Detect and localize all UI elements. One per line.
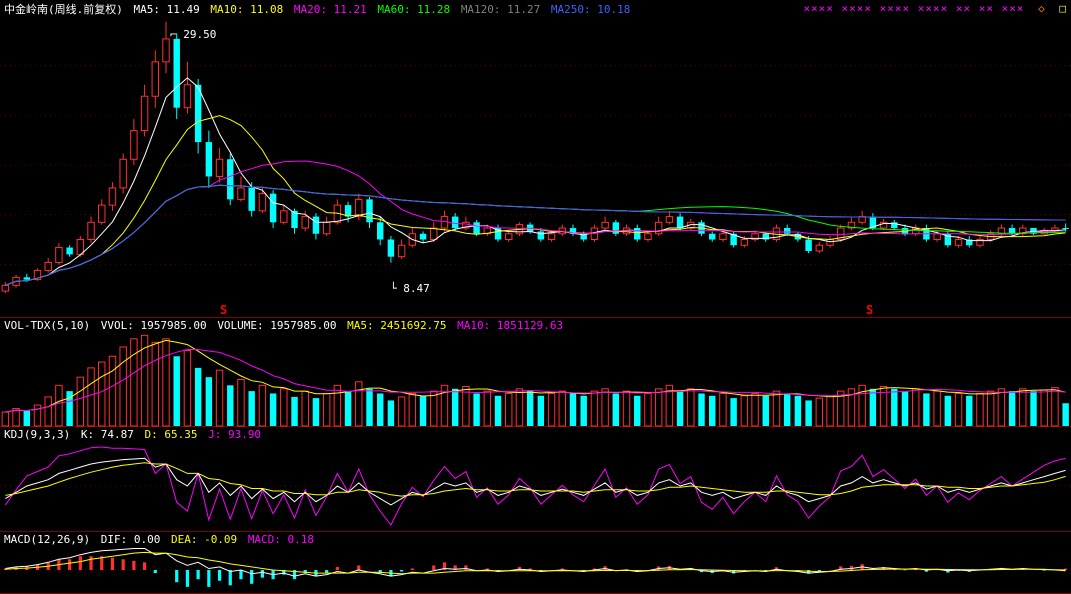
kdj-k-label: K: 74.87 <box>81 428 134 441</box>
svg-text:S: S <box>866 303 873 317</box>
macd-panel[interactable]: MACD(12,26,9) DIF: 0.00 DEA: -0.09 MACD:… <box>0 532 1071 594</box>
macd-macd-label: MACD: 0.18 <box>248 533 314 546</box>
high-annotation: ⌐ 29.50 <box>170 28 216 41</box>
volume-chart[interactable] <box>0 318 1071 427</box>
vol-ma10-label: MA10: 1851129.63 <box>457 319 563 332</box>
diamond-icon[interactable]: ◇ <box>1038 2 1046 15</box>
kdj-j-label: J: 93.90 <box>208 428 261 441</box>
vol-name: VOL-TDX(5,10) <box>4 319 90 332</box>
volume-panel[interactable]: VOL-TDX(5,10) VVOL: 1957985.00 VOLUME: 1… <box>0 318 1071 427</box>
ma5-label: MA5: 11.49 <box>134 3 200 16</box>
ma120-label: MA120: 11.27 <box>461 3 540 16</box>
vvol-label: VVOL: 1957985.00 <box>101 319 207 332</box>
top-right-controls: ×××× ×××× ×××× ×××× ×× ×× ××× ◇ □ <box>803 2 1067 15</box>
vol-ma5-label: MA5: 2451692.75 <box>347 319 446 332</box>
ma20-label: MA20: 11.21 <box>294 3 367 16</box>
price-header: 中金岭南(周线.前复权) MA5: 11.49 MA10: 11.08 MA20… <box>4 1 634 17</box>
square-icon[interactable]: □ <box>1059 2 1067 15</box>
svg-text:S: S <box>220 303 227 317</box>
kdj-header: KDJ(9,3,3) K: 74.87 D: 65.35 J: 93.90 <box>4 428 265 441</box>
volume-header: VOL-TDX(5,10) VVOL: 1957985.00 VOLUME: 1… <box>4 319 567 332</box>
kdj-chart[interactable] <box>0 427 1071 532</box>
low-annotation: └ 8.47 <box>390 282 430 295</box>
macd-dea-label: DEA: -0.09 <box>171 533 237 546</box>
pattern-indicator: ×××× ×××× ×××× ×××× ×× ×× ××× <box>803 2 1024 15</box>
ma60-label: MA60: 11.28 <box>377 3 450 16</box>
ma250-label: MA250: 10.18 <box>551 3 630 16</box>
kdj-d-label: D: 65.35 <box>144 428 197 441</box>
ma10-label: MA10: 11.08 <box>210 3 283 16</box>
kdj-name: KDJ(9,3,3) <box>4 428 70 441</box>
price-panel[interactable]: 中金岭南(周线.前复权) MA5: 11.49 MA10: 11.08 MA20… <box>0 0 1071 318</box>
macd-name: MACD(12,26,9) <box>4 533 90 546</box>
kdj-panel[interactable]: KDJ(9,3,3) K: 74.87 D: 65.35 J: 93.90 <box>0 427 1071 532</box>
macd-header: MACD(12,26,9) DIF: 0.00 DEA: -0.09 MACD:… <box>4 533 318 546</box>
stock-title: 中金岭南(周线.前复权) <box>4 3 123 16</box>
volume-label: VOLUME: 1957985.00 <box>217 319 336 332</box>
price-chart[interactable]: SS <box>0 0 1071 318</box>
macd-dif-label: DIF: 0.00 <box>101 533 161 546</box>
